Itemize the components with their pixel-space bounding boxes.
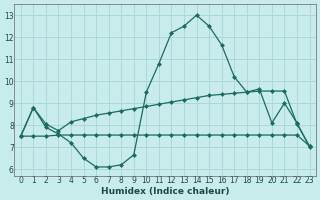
X-axis label: Humidex (Indice chaleur): Humidex (Indice chaleur)	[101, 187, 229, 196]
